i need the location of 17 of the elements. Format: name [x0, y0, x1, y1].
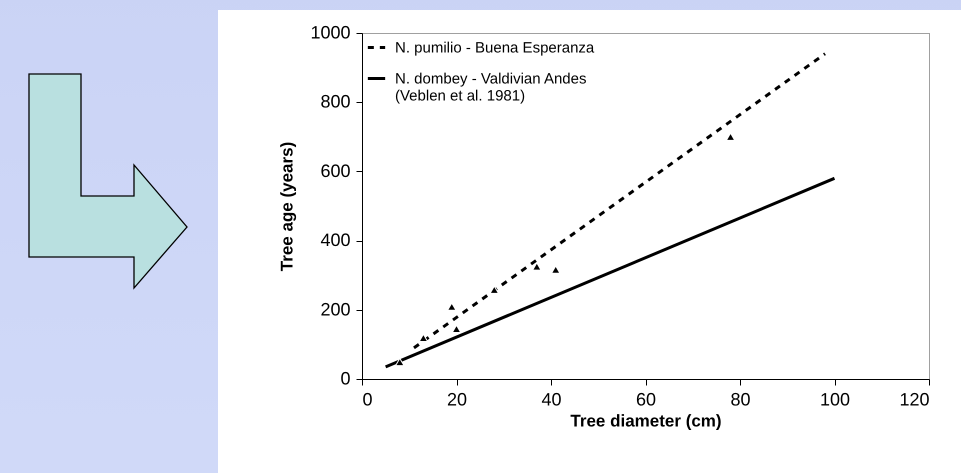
- x-tick-label: 80: [730, 390, 751, 410]
- legend-label: N. dombey - Valdivian Andes (Veblen et al. 1981): [395, 70, 586, 104]
- y-tick-label: 200: [320, 299, 350, 320]
- y-axis-title: Tree age (years): [277, 142, 296, 272]
- x-tick-label: 60: [636, 390, 656, 410]
- y-tick-label: 600: [320, 160, 350, 181]
- x-tick-label: 40: [541, 390, 562, 410]
- y-tick-label: 400: [320, 230, 350, 250]
- y-tick-label: 0: [340, 368, 350, 388]
- x-tick-label: 100: [820, 390, 850, 410]
- y-tick-label: 1000: [310, 22, 350, 42]
- x-tick-label: 0: [362, 390, 373, 410]
- legend-label: N. pumilio - Buena Esperanza: [395, 40, 595, 56]
- x-tick-label: 20: [446, 390, 468, 410]
- x-axis-title: Tree diameter (cm): [570, 412, 722, 430]
- y-tick-label: 800: [320, 92, 350, 112]
- x-tick-label: 120: [899, 390, 930, 410]
